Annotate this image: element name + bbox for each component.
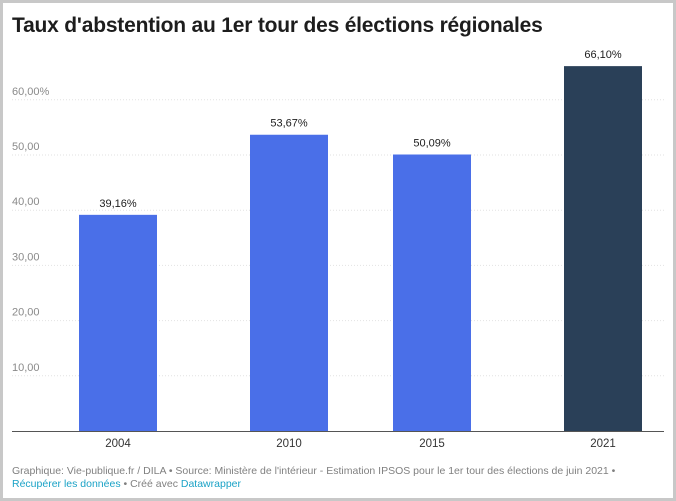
x-axis-ticks: 2004 2010 2015 2021 (105, 438, 616, 450)
y-tick-label: 60,00% (12, 86, 50, 98)
data-label-2015: 50,09% (413, 138, 451, 150)
bar-2021[interactable] (564, 66, 642, 432)
chart-footer: Graphique: Vie-publique.fr / DILA • Sour… (12, 465, 662, 491)
data-label-2004: 39,16% (99, 198, 137, 210)
y-tick-label: 40,00 (12, 196, 40, 208)
y-tick-label: 20,00 (12, 307, 40, 319)
y-axis-ticks: 10,00 20,00 30,00 40,00 50,00 60,00% (12, 86, 50, 374)
y-tick-label: 10,00 (12, 362, 40, 374)
datawrapper-link[interactable]: Datawrapper (180, 478, 241, 490)
data-label-2010: 53,67% (270, 118, 308, 130)
x-tick-label-2015: 2015 (419, 438, 445, 450)
download-data-link[interactable]: Récupérer les données (12, 478, 121, 490)
bars (79, 66, 642, 432)
y-tick-label: 50,00 (12, 141, 40, 153)
x-tick-label-2004: 2004 (105, 438, 131, 450)
footer-credits: Graphique: Vie-publique.fr / DILA • Sour… (12, 465, 616, 477)
footer-separator: • Créé avec (123, 478, 178, 490)
x-tick-label-2010: 2010 (276, 438, 302, 450)
x-tick-label-2021: 2021 (590, 438, 616, 450)
data-label-2021: 66,10% (584, 49, 622, 61)
data-labels: 39,16% 53,67% 50,09% 66,10% (99, 49, 622, 210)
bar-2004[interactable] (79, 214, 157, 431)
chart-title: Taux d'abstention au 1er tour des électi… (12, 14, 543, 37)
y-tick-label: 30,00 (12, 251, 40, 263)
bar-2010[interactable] (250, 134, 328, 432)
bar-2015[interactable] (393, 154, 471, 431)
